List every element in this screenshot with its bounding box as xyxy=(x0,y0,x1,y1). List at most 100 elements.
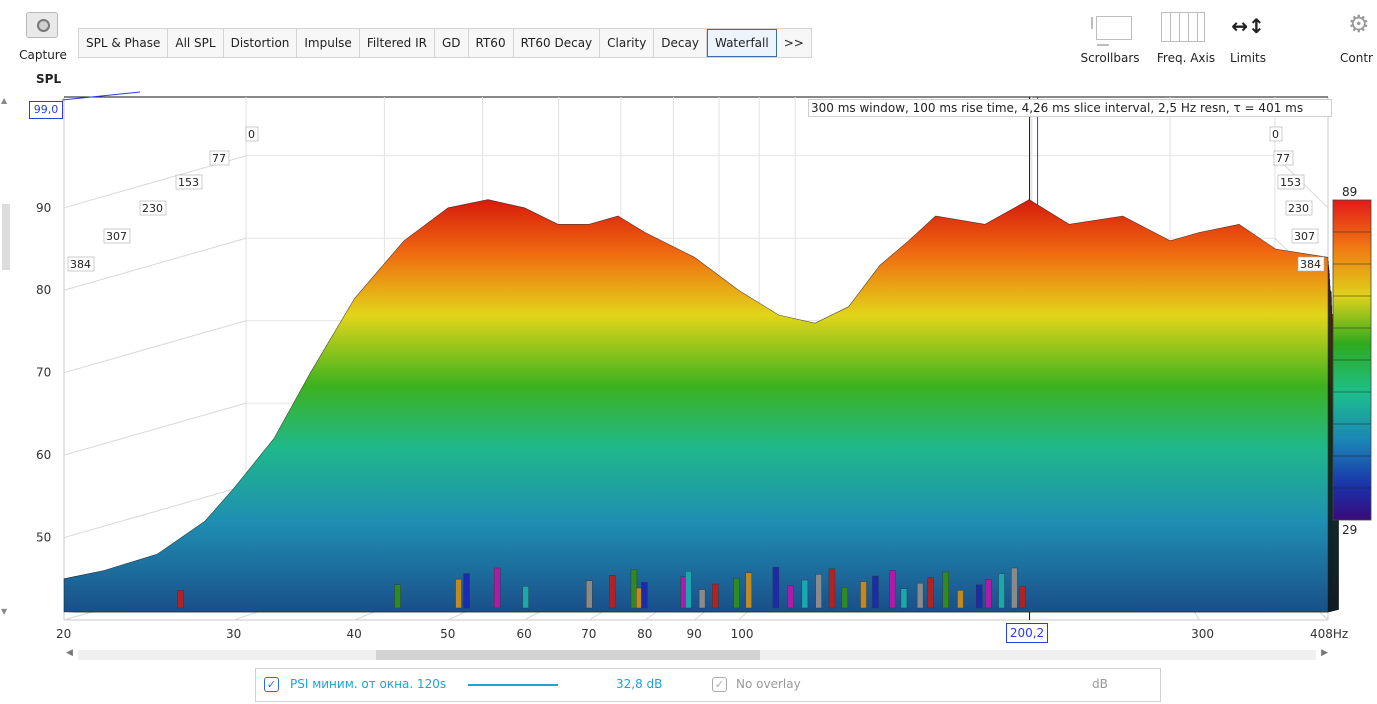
tab-rt60[interactable]: RT60 xyxy=(469,29,514,57)
capture-button[interactable]: Capture xyxy=(10,8,76,62)
vertical-scroll-thumb[interactable] xyxy=(2,204,10,270)
peak-marker-bar xyxy=(394,584,401,609)
waterfall-plot[interactable]: 90 80 70 60 50 20 30 40 50 60 70 80 90 100 300 408Hz 0 77… xyxy=(0,80,1377,640)
x-tick-label: 90 xyxy=(686,627,701,640)
trace-color-line xyxy=(468,684,558,686)
level-grid-line xyxy=(63,402,247,456)
scrollbars-label: Scrollbars xyxy=(1080,51,1140,65)
peak-marker-bar xyxy=(493,567,501,609)
tab-more-button[interactable]: >> xyxy=(783,36,804,50)
peak-marker-bar xyxy=(815,574,822,609)
peak-marker-bar xyxy=(828,568,836,609)
graph-tab-bar: SPL & Phase All SPL Distortion Impulse Filte… xyxy=(78,28,812,58)
x-tick-label: 408Hz xyxy=(1310,627,1348,640)
trace-legend: ✓ PSI миним. от окна. 120s 32,8 dB ✓ No … xyxy=(255,668,1161,702)
waterfall-svg: 90 80 70 60 50 20 30 40 50 60 70 80 90 100 300 408Hz 0 77… xyxy=(36,91,1372,640)
time-tick-box xyxy=(1285,200,1313,216)
peak-marker-bar xyxy=(712,583,719,609)
tab-clarity[interactable]: Clarity xyxy=(600,29,655,57)
peak-marker-bar xyxy=(787,585,794,609)
peak-marker-bar xyxy=(745,572,752,609)
time-slice xyxy=(63,199,1329,613)
time-tick-box xyxy=(1277,174,1305,190)
tab-filtered-ir[interactable]: Filtered IR xyxy=(360,29,435,57)
x-tick-label: 80 xyxy=(637,627,652,640)
time-tick-box xyxy=(1269,126,1283,142)
time-tick-box xyxy=(1297,256,1325,272)
controls-label: Contr xyxy=(1340,51,1373,65)
y-max-value-box[interactable]: 99,0 xyxy=(29,101,63,119)
tab-spl-phase[interactable]: SPL & Phase xyxy=(79,29,169,57)
scrollbars-button[interactable]: Scrollbars xyxy=(1074,8,1146,68)
vertical-scrollbar[interactable]: ▲ ▼ xyxy=(0,96,12,616)
tab-impulse[interactable]: Impulse xyxy=(297,29,360,57)
time-tick-label-right: 0 xyxy=(1272,128,1279,141)
tab-waterfall[interactable]: Waterfall xyxy=(706,29,777,57)
peak-marker-bar xyxy=(177,590,184,609)
horizontal-scrollbar[interactable]: ◀ ▶ xyxy=(64,648,1330,662)
y-cursor-line xyxy=(61,91,141,101)
peak-marker-bar xyxy=(698,589,706,609)
trace-value: 32,8 dB xyxy=(616,677,663,691)
x-tick-label: 50 xyxy=(440,627,455,640)
horizontal-scroll-thumb[interactable] xyxy=(376,650,760,660)
cursor-frequency-box[interactable]: 200,2 xyxy=(1006,623,1048,643)
limits-label: Limits xyxy=(1230,51,1266,65)
scroll-up-arrow-icon[interactable]: ▲ xyxy=(1,96,8,105)
axis-labels: 90 80 70 60 50 20 30 40 50 60 70 80 90 100 300 408Hz 0 77… xyxy=(36,126,1348,640)
peak-marker-bar xyxy=(889,570,896,609)
peak-marker-bar xyxy=(609,575,616,609)
y-tick-label: 50 xyxy=(36,531,51,545)
peak-marker-bar xyxy=(1011,567,1018,609)
time-tick-label-right: 384 xyxy=(1300,258,1321,271)
peak-marker-bar xyxy=(841,587,849,609)
tab-rt60-decay[interactable]: RT60 Decay xyxy=(514,29,601,57)
time-tick-box xyxy=(139,200,167,216)
y-tick-label: 70 xyxy=(36,366,51,380)
peak-marker-bar xyxy=(860,581,867,609)
freq-axis-icon xyxy=(1161,12,1205,42)
x-tick-label: 100 xyxy=(731,627,754,640)
time-tick-box xyxy=(67,256,95,272)
tab-gd[interactable]: GD xyxy=(435,29,469,57)
peak-marker-bar xyxy=(872,575,879,609)
trace-checkbox[interactable]: ✓ xyxy=(264,677,279,692)
scroll-down-arrow-icon[interactable]: ▼ xyxy=(1,607,8,616)
peak-marker-bar xyxy=(586,580,593,609)
time-tick-label: 384 xyxy=(70,258,91,271)
controls-button[interactable]: ⚙ Contr xyxy=(1330,8,1377,68)
time-tick-label-right: 307 xyxy=(1294,230,1315,243)
time-tick-label: 77 xyxy=(212,152,226,165)
time-tick-label: 307 xyxy=(106,230,127,243)
freq-axis-label: Freq. Axis xyxy=(1156,51,1216,65)
peak-marker-bar xyxy=(900,588,908,609)
scroll-right-arrow-icon[interactable]: ▶ xyxy=(1321,648,1328,658)
tab-decay[interactable]: Decay xyxy=(654,29,707,57)
tab-distortion[interactable]: Distortion xyxy=(224,29,298,57)
colorbar-max-label: 89 xyxy=(1342,185,1357,199)
level-grid-line xyxy=(63,485,247,539)
camera-icon xyxy=(26,12,58,38)
peak-marker-bar xyxy=(685,571,692,609)
scroll-left-arrow-icon[interactable]: ◀ xyxy=(66,648,73,658)
gear-icon: ⚙ xyxy=(1348,10,1370,38)
colorbar: 89 29 xyxy=(1332,185,1372,537)
y-tick-label: 90 xyxy=(36,201,51,215)
peak-marker-bar xyxy=(998,573,1005,609)
peak-marker-bar xyxy=(463,573,470,609)
time-tick-label-right: 230 xyxy=(1288,202,1309,215)
x-tick-label: 70 xyxy=(581,627,596,640)
time-tick-label-right: 153 xyxy=(1280,176,1301,189)
time-tick-box xyxy=(245,126,259,142)
capture-label: Capture xyxy=(19,48,67,62)
overlay-checkbox[interactable]: ✓ xyxy=(712,677,727,692)
y-tick-label: 80 xyxy=(36,283,51,297)
time-tick-box xyxy=(103,228,131,244)
freq-axis-button[interactable]: Freq. Axis xyxy=(1150,8,1222,68)
time-tick-box xyxy=(175,174,203,190)
peak-marker-bar xyxy=(522,586,529,609)
tab-all-spl[interactable]: All SPL xyxy=(168,29,224,57)
overlay-label: No overlay xyxy=(736,677,801,691)
limits-button[interactable]: ↔↕ Limits xyxy=(1222,8,1274,68)
x-tick-label: 60 xyxy=(516,627,531,640)
